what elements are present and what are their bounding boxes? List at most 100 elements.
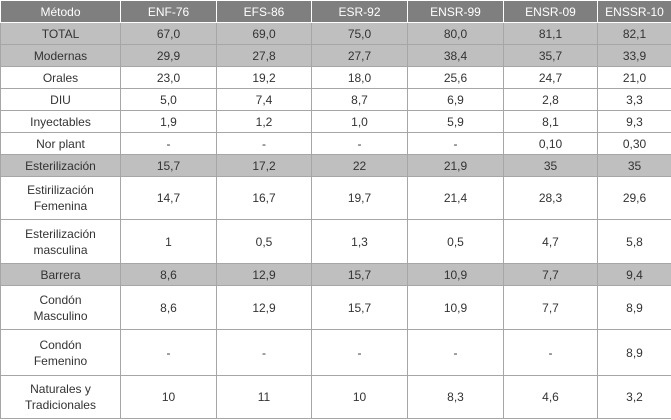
table-cell: 25,6: [407, 66, 504, 89]
row-label: TOTAL: [0, 22, 121, 45]
table-cell: 9,3: [597, 110, 671, 133]
table-cell: 18,0: [311, 66, 408, 89]
table-row: Orales 23,0 19,2 18,0 25,6 24,7 21,0: [0, 66, 671, 89]
row-label: Condón Femenino: [0, 329, 121, 376]
table-cell: 35: [597, 154, 671, 177]
row-label: Esterilización masculina: [0, 219, 121, 264]
table-cell: 3,3: [597, 88, 671, 111]
table-cell: 12,9: [216, 285, 312, 330]
table-cell: 75,0: [311, 22, 408, 45]
table-cell: 15,7: [311, 285, 408, 330]
table-cell: 12,9: [216, 263, 312, 286]
table-cell: 19,7: [311, 176, 408, 220]
table-cell: -: [216, 132, 312, 155]
header-cell: ENSSR-10: [597, 0, 671, 23]
table-cell: 17,2: [216, 154, 312, 177]
table-cell: 35: [503, 154, 598, 177]
table-cell: -: [407, 132, 504, 155]
table-cell: 7,4: [216, 88, 312, 111]
table-cell: 8,9: [597, 285, 671, 330]
table-cell: 8,9: [597, 329, 671, 376]
table-cell: 35,7: [503, 44, 598, 67]
table-cell: 1,9: [120, 110, 217, 133]
header-cell: EFS-86: [216, 0, 312, 23]
table-cell: -: [120, 132, 217, 155]
table-cell: -: [311, 132, 408, 155]
table-cell: 33,9: [597, 44, 671, 67]
table-cell: 21,0: [597, 66, 671, 89]
table-row: Condón Femenino - - - - -8,9: [0, 329, 671, 376]
row-label: Nor plant: [0, 132, 121, 155]
table-cell: 8,7: [311, 88, 408, 111]
table-cell: 5,0: [120, 88, 217, 111]
table-cell: 7,7: [503, 263, 598, 286]
table-row: Condón Masculino 8,6 12,9 15,7 10,9 7,7 8,9: [0, 285, 671, 330]
header-cell: ESR-92: [311, 0, 408, 23]
table-row: Esterilización masculina 1 0,5 1,3 0,5 4,7 5,8: [0, 219, 671, 264]
table-cell: 81,1: [503, 22, 598, 45]
table-row: TOTAL 67,0 69,0 75,0 80,0 81,1 82,1: [0, 22, 671, 45]
table-cell: 16,7: [216, 176, 312, 220]
table-row: Modernas 29,9 27,8 27,7 38,4 35,7 33,9: [0, 44, 671, 67]
table-cell: 0,5: [407, 219, 504, 264]
table-row: Nor plant - - - -0,10 0,30: [0, 132, 671, 155]
header-cell: ENF-76: [120, 0, 217, 23]
table-cell: 29,6: [597, 176, 671, 220]
row-label: Orales: [0, 66, 121, 89]
table-cell: -: [311, 329, 408, 376]
table-cell: 5,8: [597, 219, 671, 264]
table-cell: 8,1: [503, 110, 598, 133]
table-cell: 8,6: [120, 285, 217, 330]
table-cell: 29,9: [120, 44, 217, 67]
table-cell: 5,9: [407, 110, 504, 133]
table-row: Naturales y Tradicionales 10 11 10 8,3 4,6 3,2: [0, 375, 671, 419]
header-cell: Método: [0, 0, 121, 23]
header-row: Método ENF-76 EFS-86 ESR-92 ENSR-99 ENSR-09 EN…: [0, 0, 671, 23]
row-label: Estirilización Femenina: [0, 176, 121, 220]
row-label: Modernas: [0, 44, 121, 67]
table-cell: -: [503, 329, 598, 376]
table-row: Esterilización 15,7 17,2 22 21,9 35 35: [0, 154, 671, 177]
table-cell: 10: [120, 375, 217, 419]
table-cell: 38,4: [407, 44, 504, 67]
table-cell: 23,0: [120, 66, 217, 89]
table-cell: 4,7: [503, 219, 598, 264]
row-label: Naturales y Tradicionales: [0, 375, 121, 419]
table-cell: 0,30: [597, 132, 671, 155]
table-cell: 9,4: [597, 263, 671, 286]
table-cell: 27,8: [216, 44, 312, 67]
table-cell: 2,8: [503, 88, 598, 111]
table-cell: 21,9: [407, 154, 504, 177]
table-cell: 15,7: [311, 263, 408, 286]
table-cell: 82,1: [597, 22, 671, 45]
table-cell: 80,0: [407, 22, 504, 45]
table-cell: 1,2: [216, 110, 312, 133]
table-cell: 4,6: [503, 375, 598, 419]
table-cell: 15,7: [120, 154, 217, 177]
table-cell: 10,9: [407, 263, 504, 286]
table-cell: 1: [120, 219, 217, 264]
table-cell: 11: [216, 375, 312, 419]
table-cell: -: [407, 329, 504, 376]
row-label: DIU: [0, 88, 121, 111]
table-row: Barrera 8,6 12,9 15,7 10,9 7,7 9,4: [0, 263, 671, 286]
table-row: Inyectables 1,9 1,2 1,0 5,9 8,1 9,3: [0, 110, 671, 133]
table-cell: 69,0: [216, 22, 312, 45]
row-label: Barrera: [0, 263, 121, 286]
table-cell: 22: [311, 154, 408, 177]
table-cell: 21,4: [407, 176, 504, 220]
table-cell: 8,3: [407, 375, 504, 419]
table-row: DIU 5,0 7,4 8,7 6,9 2,8 3,3: [0, 88, 671, 111]
table-cell: 3,2: [597, 375, 671, 419]
table-cell: 28,3: [503, 176, 598, 220]
row-label: Esterilización: [0, 154, 121, 177]
table-cell: 67,0: [120, 22, 217, 45]
table-cell: 10,9: [407, 285, 504, 330]
table-cell: 6,9: [407, 88, 504, 111]
table-cell: 19,2: [216, 66, 312, 89]
table-cell: 0,5: [216, 219, 312, 264]
table-cell: -: [120, 329, 217, 376]
table-cell: 24,7: [503, 66, 598, 89]
